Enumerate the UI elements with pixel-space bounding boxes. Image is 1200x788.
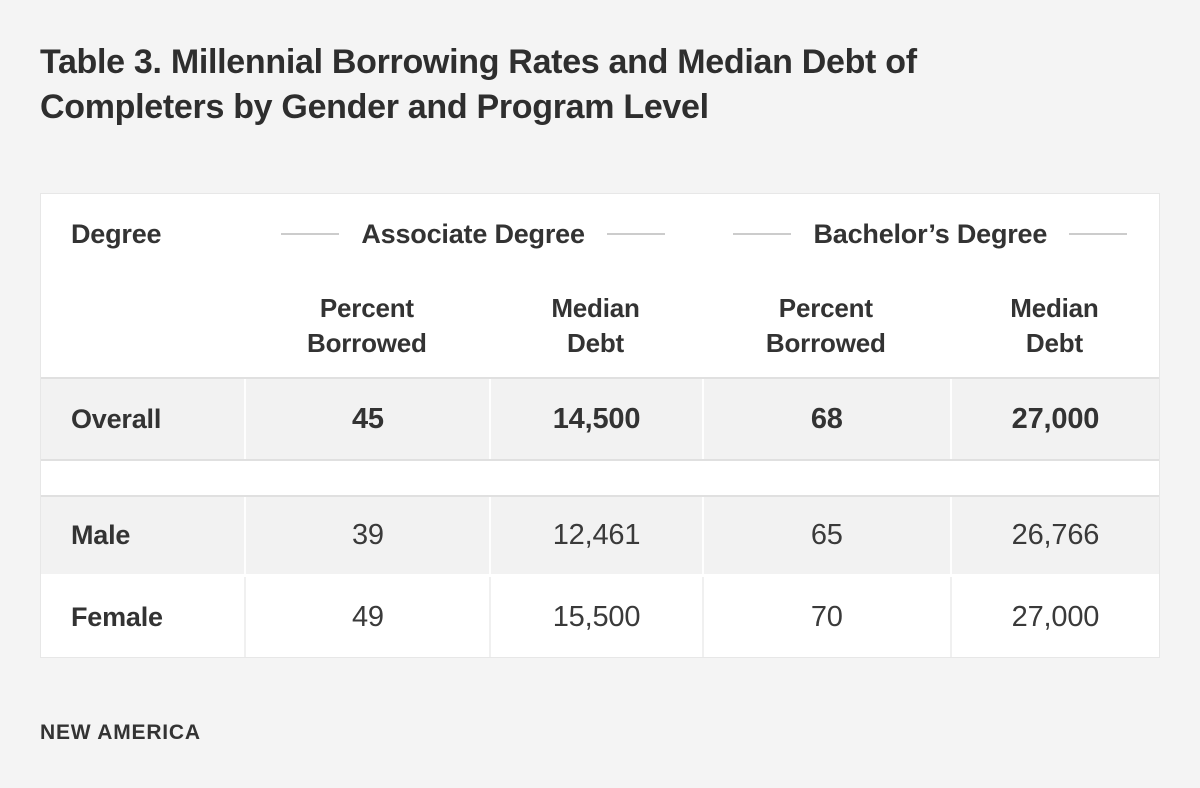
column-header: Median Debt xyxy=(489,291,701,361)
column-header: Percent Borrowed xyxy=(244,291,489,361)
column-header-label: Percent Borrowed xyxy=(765,292,886,358)
cell-value: 14,500 xyxy=(489,379,701,459)
column-header-label: Percent Borrowed xyxy=(307,292,427,358)
corner-label: Degree xyxy=(71,218,162,249)
cell-value: 45 xyxy=(244,379,489,459)
cell-value: 49 xyxy=(244,577,489,657)
spacer-row xyxy=(41,461,1159,497)
row-label: Male xyxy=(71,520,131,550)
brand-logo: NEW AMERICA xyxy=(40,721,201,744)
cell-value: 15,500 xyxy=(489,577,701,657)
data-table: Degree Associate Degree Bachelor’s Degre… xyxy=(40,193,1160,658)
column-group-label: Bachelor’s Degree xyxy=(813,218,1048,249)
cell-value: 26,766 xyxy=(949,497,1159,574)
cell-value: 39 xyxy=(244,497,489,574)
table-column-header-row: Percent Borrowed Median Debt Percent Bor… xyxy=(41,274,1159,379)
column-group-associate: Associate Degree xyxy=(244,219,701,250)
cell-value: 12,461 xyxy=(489,497,701,574)
column-header-label: Median Debt xyxy=(1010,292,1099,358)
cell-value: 68 xyxy=(701,379,950,459)
cell-value: 27,000 xyxy=(949,577,1159,657)
column-group-label: Associate Degree xyxy=(361,218,585,249)
column-header: Percent Borrowed xyxy=(702,291,950,361)
table-row-male: Male 39 12,461 65 26,766 xyxy=(41,497,1159,577)
cell-value: 70 xyxy=(701,577,950,657)
group-divider-line xyxy=(281,233,340,235)
column-header-label: Median Debt xyxy=(551,292,640,358)
group-divider-line xyxy=(733,233,792,235)
group-divider-line xyxy=(1069,233,1128,235)
table-row-female: Female 49 15,500 70 27,000 xyxy=(41,577,1159,657)
cell-value: 27,000 xyxy=(949,379,1159,459)
page-title: Table 3. Millennial Borrowing Rates and … xyxy=(40,43,917,126)
column-header: Median Debt xyxy=(950,291,1159,361)
cell-value: 65 xyxy=(701,497,950,574)
row-label: Female xyxy=(71,601,163,632)
table-row-overall: Overall 45 14,500 68 27,000 xyxy=(41,379,1159,461)
row-label: Overall xyxy=(71,403,162,434)
group-divider-line xyxy=(606,233,665,235)
column-group-bachelors: Bachelor’s Degree xyxy=(702,219,1159,250)
table-group-header-row: Degree Associate Degree Bachelor’s Degre… xyxy=(41,194,1159,274)
